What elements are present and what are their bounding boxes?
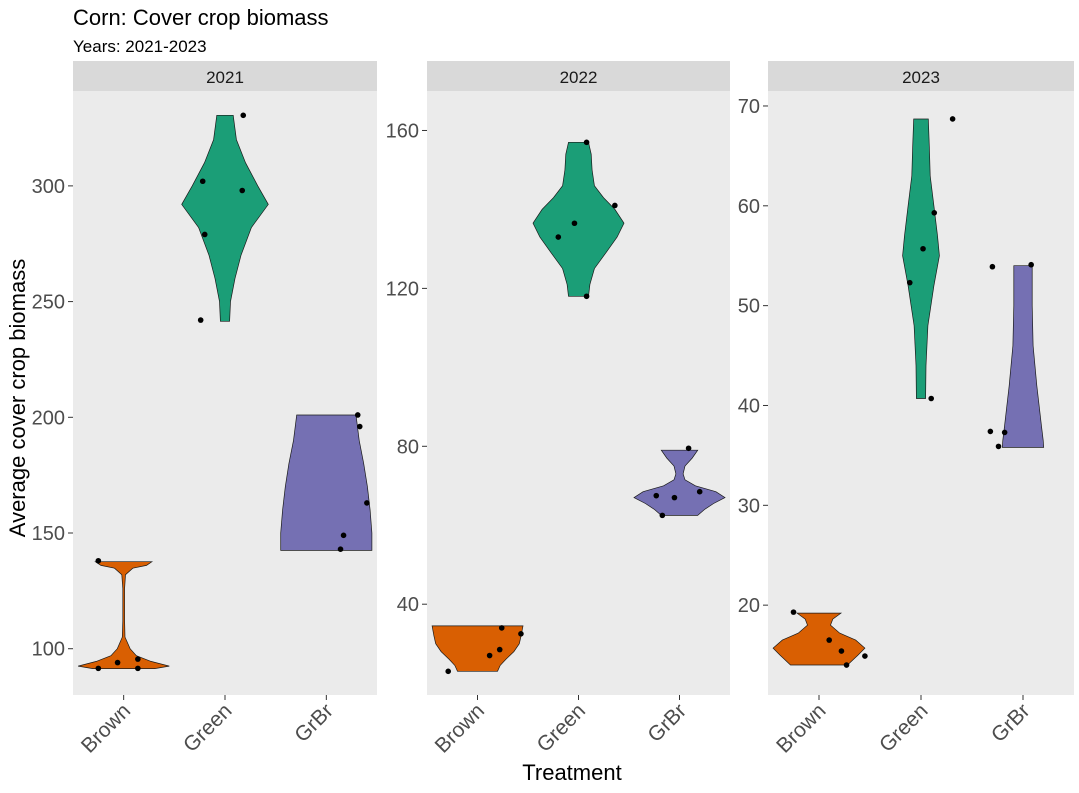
- data-point: [95, 557, 102, 564]
- y-tick-label: 120: [386, 278, 419, 300]
- data-point: [199, 178, 206, 185]
- data-point: [239, 187, 246, 194]
- data-point: [659, 512, 666, 519]
- y-tick-label: 30: [738, 495, 760, 517]
- x-tick-label: Brown: [431, 699, 489, 757]
- data-point: [928, 395, 934, 402]
- data-point: [838, 648, 845, 654]
- violin-brown: [78, 561, 170, 669]
- data-point: [354, 412, 361, 418]
- data-point: [95, 665, 102, 672]
- violin-grbr: [280, 414, 373, 551]
- data-point: [826, 637, 832, 643]
- data-point: [356, 423, 363, 430]
- data-point: [653, 492, 660, 499]
- data-point: [135, 665, 141, 672]
- y-tick-label: 150: [32, 523, 65, 545]
- y-tick-label: 80: [397, 436, 419, 458]
- data-point: [790, 609, 797, 615]
- violin-green: [181, 114, 269, 322]
- data-point: [906, 279, 913, 286]
- data-point: [1001, 429, 1008, 436]
- violin-green: [902, 118, 940, 399]
- violin-grbr: [633, 449, 726, 516]
- data-point: [989, 263, 996, 270]
- violin-grbr: [1001, 265, 1045, 448]
- data-point: [583, 139, 590, 146]
- data-point: [240, 112, 247, 119]
- strip-label-2023: 2023: [902, 68, 940, 87]
- data-point: [920, 245, 926, 252]
- data-point: [583, 293, 590, 300]
- y-tick-label: 250: [32, 292, 65, 314]
- chart-subtitle: Years: 2021-2023: [73, 37, 207, 56]
- data-point: [555, 234, 562, 240]
- data-point: [931, 209, 938, 216]
- data-point: [843, 662, 850, 668]
- data-point: [862, 653, 868, 659]
- data-point: [445, 668, 452, 675]
- strip-2021: [73, 61, 377, 91]
- panels-group: 2021 100 150 200 250 300 Brown Green GrBr 2022 40 8…: [32, 61, 1074, 758]
- data-point: [364, 500, 370, 506]
- strip-2022: [427, 61, 730, 91]
- violin-green: [532, 141, 625, 297]
- y-tick-label: 50: [738, 296, 760, 318]
- x-tick-label: Green: [179, 699, 237, 757]
- x-tick-label: Brown: [77, 699, 135, 757]
- data-point: [135, 656, 141, 662]
- data-point: [337, 546, 344, 553]
- y-axis-label: Average cover crop biomass: [5, 259, 30, 537]
- strip-label-2021: 2021: [206, 68, 244, 87]
- strip-label-2022: 2022: [560, 68, 598, 87]
- data-point: [340, 532, 347, 539]
- data-point: [987, 428, 994, 435]
- chart-title: Corn: Cover crop biomass: [73, 5, 329, 30]
- y-tick-label: 300: [32, 176, 65, 198]
- data-point: [671, 494, 678, 501]
- data-point: [201, 231, 208, 238]
- x-tick-label: Green: [532, 699, 590, 757]
- data-point: [486, 652, 493, 659]
- y-tick-label: 60: [738, 196, 760, 218]
- y-tick-label: 40: [738, 395, 760, 417]
- y-tick-label: 100: [32, 639, 65, 661]
- data-point: [197, 317, 204, 323]
- data-point: [685, 445, 692, 452]
- data-point: [571, 220, 578, 227]
- x-tick-label: GrBr: [290, 699, 338, 747]
- panel-2023: 2023 20 30 40 50 60 70 Brown Green GrBr: [738, 61, 1074, 758]
- x-tick-label: Green: [875, 699, 933, 757]
- x-tick-label: GrBr: [987, 699, 1035, 747]
- x-tick-label: Brown: [772, 699, 830, 757]
- data-point: [612, 202, 618, 209]
- y-tick-label: 20: [738, 595, 760, 617]
- data-point: [949, 116, 956, 122]
- data-point: [995, 443, 1002, 450]
- data-point: [696, 488, 703, 495]
- data-point: [1028, 261, 1034, 268]
- violin-brown: [431, 625, 524, 672]
- panel-2021: 2021 100 150 200 250 300 Brown Green GrBr: [32, 61, 377, 758]
- x-axis-label: Treatment: [522, 760, 621, 785]
- y-tick-label: 160: [386, 120, 419, 142]
- y-tick-label: 200: [32, 407, 65, 429]
- panel-2022: 2022 40 80 120 160 Brown Green GrBr: [386, 61, 730, 758]
- data-point: [114, 659, 121, 666]
- y-tick-label: 70: [738, 96, 760, 118]
- data-point: [498, 625, 505, 631]
- data-point: [496, 646, 503, 653]
- strip-2023: [768, 61, 1074, 91]
- data-point: [518, 631, 524, 637]
- x-tick-label: GrBr: [643, 699, 691, 747]
- y-tick-label: 40: [397, 594, 419, 616]
